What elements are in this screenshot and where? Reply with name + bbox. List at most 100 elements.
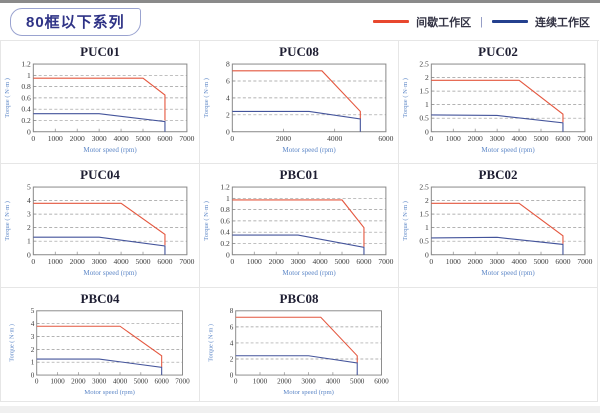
svg-text:7000: 7000 <box>175 378 190 386</box>
svg-text:4000: 4000 <box>326 378 341 386</box>
svg-text:8: 8 <box>230 307 234 315</box>
svg-text:0.6: 0.6 <box>220 216 230 225</box>
svg-text:1000: 1000 <box>48 257 63 266</box>
svg-text:2000: 2000 <box>71 378 86 386</box>
svg-text:3000: 3000 <box>92 134 107 143</box>
svg-text:0: 0 <box>429 257 433 266</box>
svg-text:2: 2 <box>31 346 35 354</box>
svg-text:1000: 1000 <box>446 134 461 143</box>
svg-text:0: 0 <box>425 127 429 136</box>
svg-text:6: 6 <box>230 323 234 331</box>
svg-text:2000: 2000 <box>70 257 85 266</box>
svg-text:Motor speed (rpm): Motor speed (rpm) <box>282 146 336 154</box>
svg-text:4000: 4000 <box>512 257 527 266</box>
svg-text:5000: 5000 <box>134 378 149 386</box>
svg-text:7000: 7000 <box>577 257 592 266</box>
svg-text:0: 0 <box>27 127 31 136</box>
svg-text:6000: 6000 <box>555 134 570 143</box>
svg-text:0: 0 <box>226 127 230 136</box>
svg-text:1: 1 <box>425 223 429 232</box>
svg-text:1.2: 1.2 <box>21 60 31 69</box>
svg-text:3000: 3000 <box>490 134 505 143</box>
svg-text:0: 0 <box>35 378 39 386</box>
legend: 间歇工作区 | 连续工作区 <box>373 14 590 30</box>
torque-speed-plot: 0 2 4 6 8 0 2000 4000 6000 Motor speed (rpm) Torqu… <box>203 60 394 154</box>
chart-title: PUC04 <box>80 167 120 182</box>
svg-text:2000: 2000 <box>468 257 483 266</box>
torque-speed-plot: 00.20.40.60.811.20 1000 2000 3000 4000 5000 60… <box>203 183 394 277</box>
svg-text:5: 5 <box>31 307 35 315</box>
chart-title: PUC02 <box>478 44 518 59</box>
svg-text:4000: 4000 <box>327 134 342 143</box>
svg-text:4000: 4000 <box>512 134 527 143</box>
svg-text:6000: 6000 <box>356 257 371 266</box>
svg-text:7000: 7000 <box>179 134 194 143</box>
svg-text:0: 0 <box>31 257 35 266</box>
svg-text:0.2: 0.2 <box>220 239 230 248</box>
svg-text:1000: 1000 <box>446 257 461 266</box>
svg-text:6: 6 <box>226 76 230 85</box>
svg-text:Torque ( N·m ): Torque ( N·m ) <box>402 201 409 241</box>
svg-text:0: 0 <box>226 250 230 259</box>
svg-text:Motor speed (rpm): Motor speed (rpm) <box>84 389 135 396</box>
svg-text:2000: 2000 <box>276 134 291 143</box>
svg-text:0: 0 <box>31 134 35 143</box>
svg-text:0.2: 0.2 <box>21 116 31 125</box>
svg-text:2000: 2000 <box>269 257 284 266</box>
svg-text:1: 1 <box>226 194 230 203</box>
svg-text:2000: 2000 <box>70 134 85 143</box>
svg-text:5000: 5000 <box>135 257 150 266</box>
svg-text:0: 0 <box>230 134 234 143</box>
svg-text:4: 4 <box>27 196 31 205</box>
continuous-line-icon <box>492 20 528 23</box>
svg-text:0: 0 <box>31 371 35 379</box>
svg-text:0.4: 0.4 <box>220 228 230 237</box>
chart-title: PBC02 <box>478 167 518 182</box>
svg-text:3000: 3000 <box>92 257 107 266</box>
page-footer-strip <box>0 406 600 413</box>
chart-cell-puc02: PUC02 0 0.5 1 1.5 2 2.5 0 1000 2000 3000 4000 5000 6… <box>399 41 598 164</box>
svg-text:5000: 5000 <box>334 257 349 266</box>
svg-text:Motor speed (rpm): Motor speed (rpm) <box>481 269 535 277</box>
chart-cell-pbc04: PBC04 0 1 2 3 4 5 0 1000 2000 3000 4000 5000 6000 700… <box>1 288 200 402</box>
svg-text:1: 1 <box>27 71 31 80</box>
torque-speed-plot: 0 0.5 1 1.5 2 2.5 0 1000 2000 3000 4000 5000 6000 700… <box>402 183 593 277</box>
torque-speed-plot: 00.20.40.60.811.20 1000 2000 3000 4000 5000 60… <box>4 60 195 154</box>
svg-text:0.5: 0.5 <box>419 237 429 246</box>
chart-cell-pbc08: PBC08 0 2 4 6 8 0 1000 2000 3000 4000 5000 6000 Moto… <box>200 288 399 402</box>
svg-text:1: 1 <box>31 359 35 367</box>
svg-text:Motor speed (rpm): Motor speed (rpm) <box>283 389 334 396</box>
svg-text:1: 1 <box>425 100 429 109</box>
svg-text:6000: 6000 <box>157 257 172 266</box>
svg-text:1000: 1000 <box>48 134 63 143</box>
svg-text:0.4: 0.4 <box>21 105 31 114</box>
chart-title: PBC04 <box>80 291 120 306</box>
torque-speed-plot: 0 0.5 1 1.5 2 2.5 0 1000 2000 3000 4000 5000 6000 700… <box>402 60 593 154</box>
svg-text:2: 2 <box>425 73 429 82</box>
svg-text:2: 2 <box>230 355 234 363</box>
svg-text:0: 0 <box>429 134 433 143</box>
svg-text:6000: 6000 <box>378 134 393 143</box>
empty-cell <box>399 288 598 402</box>
chart-cell-puc08: PUC08 0 2 4 6 8 0 2000 4000 6000 Motor speed (rpm… <box>200 41 399 164</box>
svg-text:2.5: 2.5 <box>419 183 429 192</box>
svg-text:Torque ( N·m ): Torque ( N·m ) <box>203 78 210 118</box>
svg-text:Torque ( N·m ): Torque ( N·m ) <box>4 78 11 118</box>
svg-text:4000: 4000 <box>114 257 129 266</box>
chart-title: PUC01 <box>80 44 120 59</box>
svg-text:Torque ( N·m ): Torque ( N·m ) <box>9 324 16 362</box>
svg-text:2000: 2000 <box>277 378 292 386</box>
chart-cell-puc04: PUC04 0 1 2 3 4 5 0 1000 2000 3000 4000 5000 6000 700… <box>1 164 200 288</box>
svg-text:3000: 3000 <box>490 257 505 266</box>
svg-text:5000: 5000 <box>533 134 548 143</box>
legend-separator: | <box>480 15 483 28</box>
svg-text:3: 3 <box>31 333 35 341</box>
svg-text:3000: 3000 <box>92 378 107 386</box>
continuous-legend-label: 连续工作区 <box>535 16 590 29</box>
svg-text:Motor speed (rpm): Motor speed (rpm) <box>481 146 535 154</box>
svg-text:0.6: 0.6 <box>21 93 31 102</box>
svg-text:Torque ( N·m ): Torque ( N·m ) <box>402 78 409 118</box>
svg-text:7000: 7000 <box>378 257 393 266</box>
svg-text:4000: 4000 <box>113 378 128 386</box>
svg-text:1.2: 1.2 <box>220 183 230 192</box>
